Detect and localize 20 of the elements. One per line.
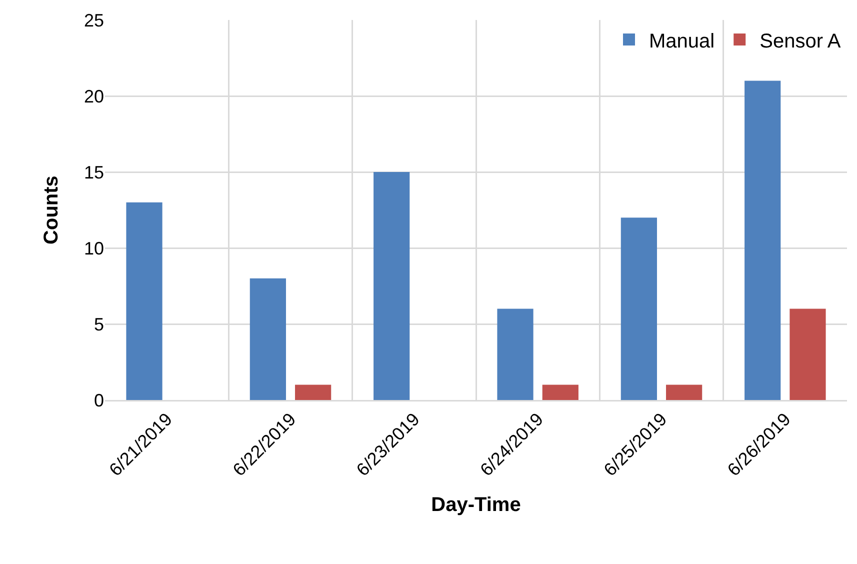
bar: [620, 218, 657, 400]
bar: [295, 384, 332, 400]
bar: [666, 384, 702, 400]
y-tick-label: 20: [84, 86, 104, 106]
y-tick-label: 5: [94, 314, 104, 334]
legend-label: Sensor A: [760, 30, 842, 52]
y-tick-label: 15: [84, 162, 104, 182]
bar: [374, 172, 410, 400]
y-tick-label: 25: [84, 10, 104, 30]
x-axis-title: Day-Time: [431, 494, 521, 516]
y-tick-label: 10: [84, 238, 104, 258]
legend-label: Manual: [649, 30, 715, 52]
bar: [126, 202, 162, 400]
y-axis-title: Counts: [40, 176, 62, 244]
bar: [250, 278, 286, 400]
bar: [497, 308, 534, 400]
bar: [790, 308, 826, 400]
y-tick-label: 0: [94, 390, 104, 410]
bar: [542, 384, 578, 400]
bar: [744, 80, 781, 400]
